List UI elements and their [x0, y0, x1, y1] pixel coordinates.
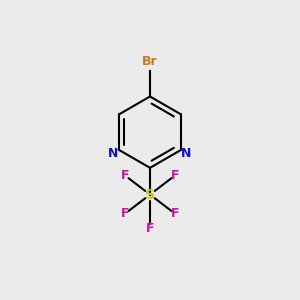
Text: Br: Br: [142, 55, 158, 68]
Text: F: F: [121, 169, 129, 182]
Text: S: S: [145, 188, 155, 202]
Text: F: F: [171, 207, 179, 220]
Text: F: F: [171, 169, 179, 182]
Text: N: N: [182, 147, 192, 160]
Text: F: F: [121, 207, 129, 220]
Text: F: F: [146, 222, 154, 235]
Text: N: N: [108, 147, 118, 160]
